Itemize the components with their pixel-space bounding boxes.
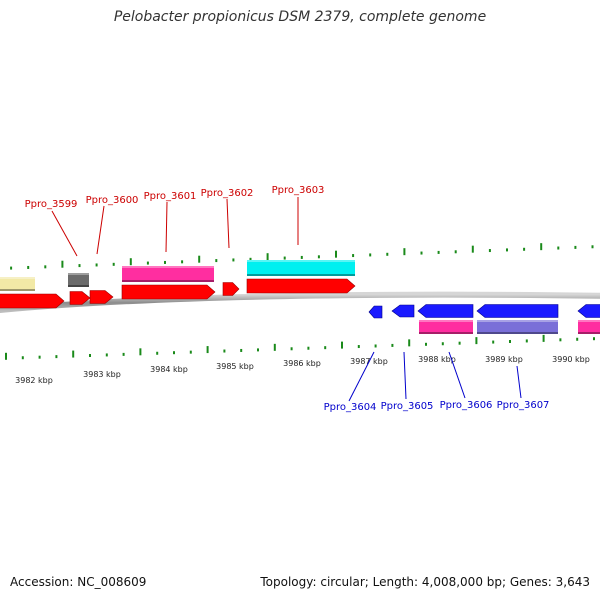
top-tick-track [10,243,594,270]
feature-bar [0,277,35,291]
svg-text:Ppro_3606: Ppro_3606 [440,400,493,411]
gene-arrow [476,304,559,318]
gene-arrow [89,290,114,304]
feature-track [0,260,600,334]
gene-label: Ppro_3606 [440,351,493,411]
gene-labels: Ppro_3599 Ppro_3600 Ppro_3601 Ppro_3602 Ppro… [25,185,550,413]
svg-text:Ppro_3605: Ppro_3605 [381,401,434,412]
scale-label: 3990 kbp [552,355,590,364]
gene-label: Ppro_3601 [144,191,197,253]
svg-text:Ppro_3602: Ppro_3602 [201,188,254,199]
genome-summary: Topology: circular; Length: 4,008,000 bp… [260,575,590,589]
svg-text:Ppro_3600: Ppro_3600 [86,195,139,206]
gene-arrow [121,284,216,300]
scale-labels: 3982 kbp 3983 kbp 3984 kbp 3985 kbp 3986 kbp… [15,355,590,385]
bottom-tick-track [5,334,595,360]
feature-bar [578,320,600,334]
gene-label: Ppro_3605 [381,351,434,412]
scale-label: 3983 kbp [83,370,121,379]
gene-arrow [246,278,356,294]
accession-label: Accession: NC_008609 [10,575,147,589]
svg-text:Ppro_3603: Ppro_3603 [272,185,325,196]
gene-track [0,278,600,319]
scale-label: 3985 kbp [216,362,254,371]
gene-arrow [577,304,600,318]
gene-arrow [417,304,474,318]
map-title: Pelobacter propionicus DSM 2379, complet… [113,9,487,25]
gene-label: Ppro_3604 [324,351,377,413]
gene-label: Ppro_3607 [497,365,550,411]
gene-label: Ppro_3599 [25,199,78,257]
svg-text:Ppro_3607: Ppro_3607 [497,400,550,411]
gene-label: Ppro_3600 [86,195,139,255]
feature-bar [247,260,355,276]
gene-arrow [0,293,65,309]
feature-bar [122,266,214,282]
scale-label: 3989 kbp [485,355,523,364]
gene-arrow [69,291,91,305]
scale-label: 3988 kbp [418,355,456,364]
scale-label: 3984 kbp [150,365,188,374]
gene-arrow [368,305,383,319]
scale-label: 3982 kbp [15,376,53,385]
gene-arrow [222,282,240,296]
feature-bar [477,320,558,334]
feature-bar [68,273,89,287]
svg-text:Ppro_3601: Ppro_3601 [144,191,197,202]
feature-bar [419,320,473,334]
scale-label: 3986 kbp [283,359,321,368]
gene-label: Ppro_3602 [201,188,254,249]
gene-label: Ppro_3603 [272,185,325,245]
gene-arrow [391,304,415,318]
svg-text:Ppro_3604: Ppro_3604 [324,402,377,413]
svg-text:Ppro_3599: Ppro_3599 [25,199,78,210]
